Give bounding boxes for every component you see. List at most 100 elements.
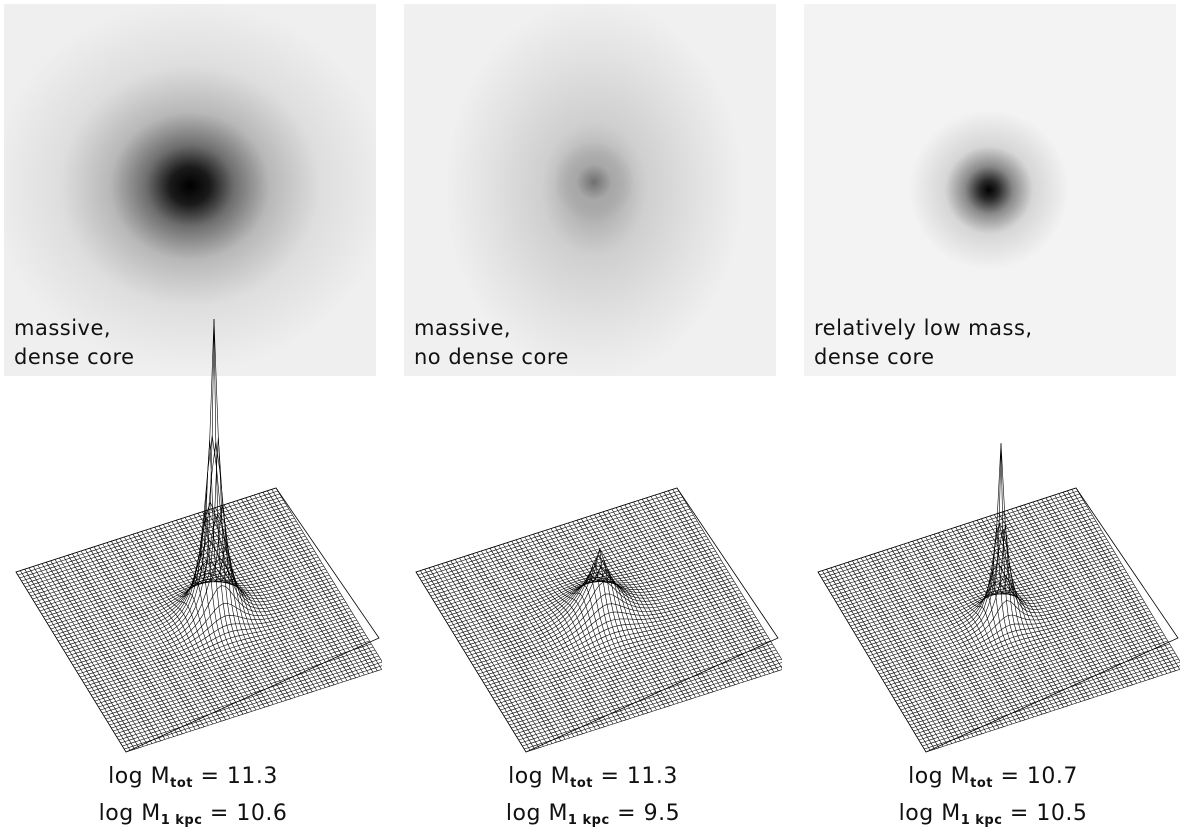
mesh-line [470, 566, 733, 663]
mesh-line [28, 567, 140, 748]
mesh-line [81, 595, 343, 681]
mesh-line [423, 499, 685, 585]
log-mtot-label: log Mtot = 11.3 [108, 764, 278, 791]
mesh-line [267, 490, 378, 671]
mesh-line [942, 527, 1051, 712]
mesh-line [524, 665, 782, 750]
mesh-line [459, 557, 570, 739]
mesh-line [19, 493, 280, 579]
mesh-line [41, 563, 153, 744]
mesh-line [89, 607, 350, 693]
mesh-line [87, 604, 348, 690]
mesh-line [432, 514, 694, 600]
mesh-line [1002, 511, 1112, 692]
mesh-line [929, 535, 1039, 716]
mesh-line [454, 550, 716, 636]
mesh-line [511, 643, 773, 729]
mesh-line [424, 569, 535, 750]
mesh-line [880, 592, 1140, 678]
mesh-line [171, 521, 283, 702]
mesh-line [848, 538, 1107, 624]
mesh-line [415, 571, 527, 753]
mesh-line [1071, 489, 1180, 670]
mesh-line [184, 517, 296, 698]
mesh-line [835, 517, 1095, 603]
mesh-line [1054, 494, 1163, 676]
surface-base [817, 487, 1179, 753]
mesh-line [421, 496, 683, 582]
mesh-line [918, 655, 1177, 741]
mesh-line [862, 562, 1122, 648]
mesh-line [85, 601, 346, 687]
mesh-line [864, 565, 1123, 651]
mesh-line [823, 496, 1082, 582]
mesh-line [258, 493, 369, 674]
mesh-line [518, 655, 780, 741]
mesh-line [624, 504, 736, 685]
mesh-line [1011, 508, 1120, 690]
mesh-line [514, 649, 777, 735]
mesh-line [132, 534, 244, 715]
mesh-line [420, 570, 531, 751]
mesh-line [641, 499, 753, 680]
log-m1kpc-label: log M1 kpc = 10.5 [898, 801, 1088, 828]
mesh-line [868, 562, 1127, 657]
mesh-line [114, 649, 376, 735]
mesh-line [441, 529, 703, 615]
mesh-line [500, 625, 762, 711]
mesh-line [589, 515, 701, 697]
mesh-line [897, 619, 1156, 705]
mesh-line [598, 513, 709, 694]
mesh-line [54, 559, 166, 740]
mesh-line [1067, 490, 1176, 671]
caption-line: dense core [14, 345, 135, 369]
mesh-line [434, 517, 696, 603]
mesh-line [450, 544, 712, 630]
mesh-line [968, 522, 1077, 704]
mesh-line [520, 538, 631, 719]
mesh-line [80, 550, 192, 732]
mesh-line [167, 505, 278, 704]
mesh-line [663, 492, 775, 673]
mesh-line [137, 532, 248, 713]
mesh-line [655, 494, 766, 676]
mesh-line [581, 518, 692, 699]
mesh-line [611, 508, 723, 690]
mesh-line [998, 513, 1107, 694]
mass-labels: log Mtot = 10.7 log M1 kpc = 10.5 [804, 762, 1180, 836]
mesh-line [459, 559, 722, 645]
mesh-line [56, 553, 317, 639]
mesh-line [533, 534, 644, 715]
mesh-line [92, 613, 354, 699]
mesh-line [989, 515, 1099, 697]
log-mtot-label: log Mtot = 10.7 [908, 764, 1078, 791]
mesh-line [430, 511, 692, 597]
mesh-line [550, 528, 662, 709]
galaxy-image: massive, no dense core [404, 4, 776, 376]
mesh-line [886, 601, 1145, 687]
mesh-line [844, 532, 1104, 618]
mesh-line [454, 559, 566, 740]
log-m1kpc-label: log M1 kpc = 10.6 [98, 801, 288, 828]
mesh-line [458, 556, 720, 642]
mesh-line [922, 661, 1180, 747]
mesh-line [1019, 506, 1129, 687]
mesh-line [103, 631, 365, 717]
mesh-line [1032, 501, 1142, 683]
mesh-line [509, 640, 771, 726]
mesh-line [262, 492, 374, 673]
mesh-line [485, 601, 747, 687]
mesh-line [502, 543, 614, 725]
log-m1kpc-value: 9.5 [643, 801, 681, 826]
mesh-line [478, 589, 740, 675]
mesh-line [899, 545, 1008, 726]
mesh-line [594, 514, 705, 695]
mesh-line [63, 561, 324, 651]
mesh-line [834, 566, 944, 747]
mesh-line [485, 549, 596, 730]
mesh-line [559, 525, 670, 706]
mesh-line [37, 523, 299, 609]
mesh-line [241, 499, 352, 680]
mesh-line [46, 562, 157, 743]
mesh-line [80, 592, 341, 678]
